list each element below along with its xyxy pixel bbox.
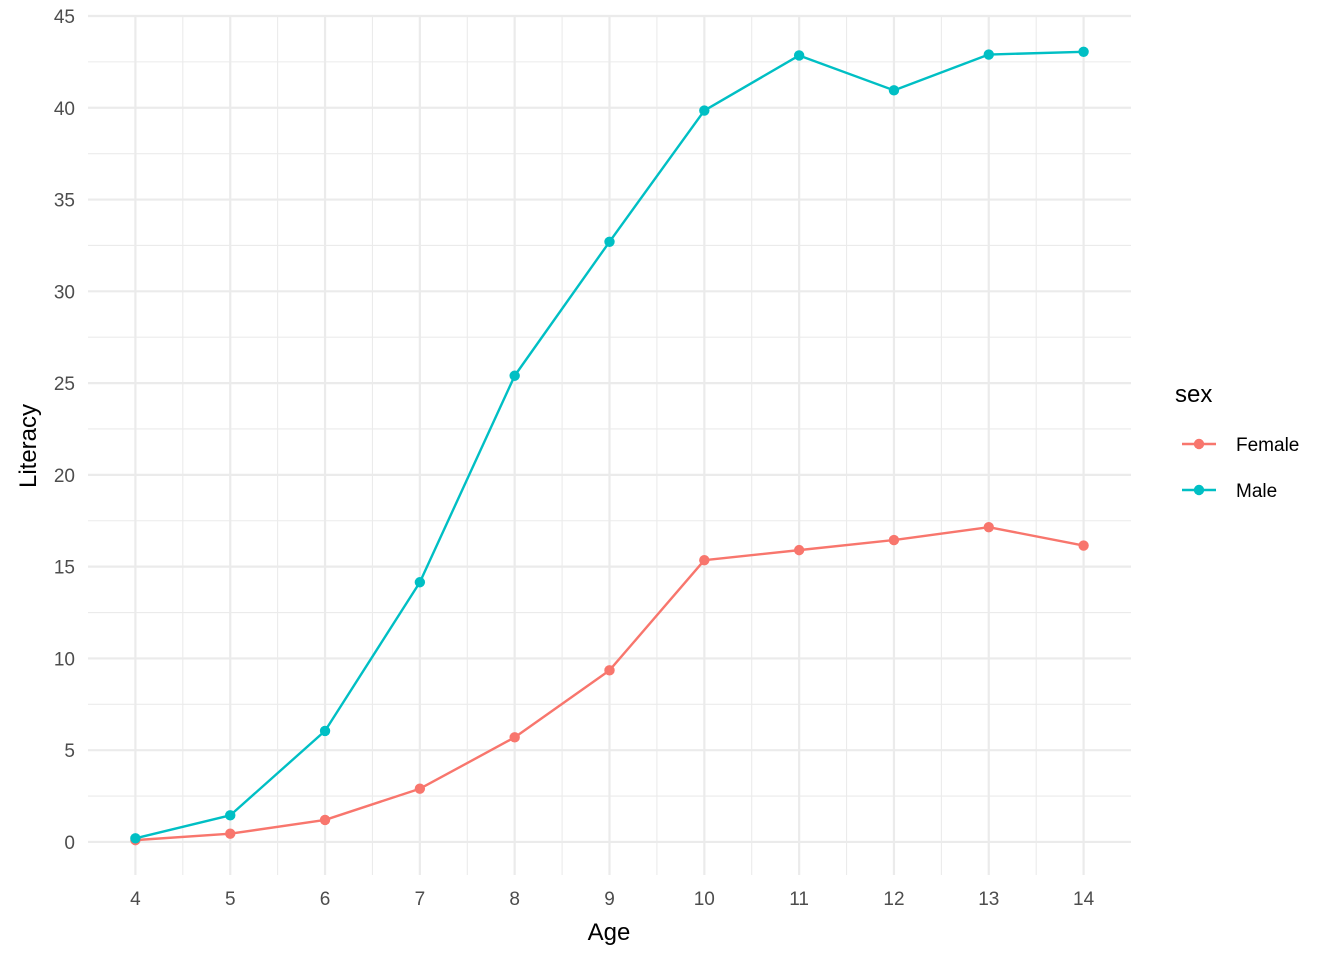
legend-item-male: Male <box>1182 481 1277 502</box>
data-point-male <box>130 833 141 844</box>
legend-label: Male <box>1236 481 1277 502</box>
y-tick-label: 5 <box>64 741 75 762</box>
data-point-female <box>319 814 331 826</box>
y-axis-title: Literacy <box>15 404 42 488</box>
data-point-female <box>888 534 900 546</box>
y-tick-label: 15 <box>54 558 75 579</box>
x-tick-label: 7 <box>415 889 426 910</box>
data-point-male <box>983 49 994 60</box>
x-tick-label: 10 <box>694 889 715 910</box>
data-point-male <box>414 577 426 588</box>
data-point-female <box>225 828 236 839</box>
x-tick-label: 8 <box>509 889 520 910</box>
data-point-male <box>604 236 615 247</box>
x-tick-label: 12 <box>883 889 904 910</box>
x-tick-label: 4 <box>130 889 141 910</box>
x-tick-label: 5 <box>225 889 236 910</box>
legend-item-female: Female <box>1182 435 1299 456</box>
y-tick-label: 25 <box>54 374 75 395</box>
data-point-male <box>888 85 900 96</box>
data-point-male <box>509 370 520 381</box>
data-point-female <box>509 732 520 743</box>
x-tick-label: 13 <box>978 889 999 910</box>
data-point-female <box>604 665 615 676</box>
data-point-female <box>983 521 994 533</box>
series-layer <box>130 46 1089 846</box>
x-tick-label: 14 <box>1073 889 1095 910</box>
y-tick-label: 40 <box>54 99 75 120</box>
y-tick-label: 30 <box>54 282 75 303</box>
data-point-male <box>699 105 710 116</box>
data-point-female <box>793 544 805 556</box>
y-tick-label: 10 <box>54 649 75 670</box>
y-tick-label: 0 <box>64 833 75 854</box>
legend-key-point <box>1193 438 1205 450</box>
data-point-female <box>414 783 426 794</box>
y-axis-tick-labels: 0 5 10 15 20 25 30 35 40 45 <box>54 7 75 854</box>
y-tick-label: 45 <box>54 7 75 28</box>
legend-items: Female Male <box>1182 435 1299 502</box>
legend-label: Female <box>1236 435 1299 456</box>
data-point-male <box>225 810 236 821</box>
y-tick-label: 35 <box>54 191 75 212</box>
x-tick-label: 9 <box>604 889 615 910</box>
x-tick-label: 11 <box>789 889 809 910</box>
x-axis-title: Age <box>588 919 631 946</box>
data-point-male <box>1078 46 1089 57</box>
legend-key-point <box>1193 484 1205 496</box>
x-tick-label: 6 <box>320 889 331 910</box>
data-point-male <box>319 725 331 737</box>
data-point-female <box>699 555 710 566</box>
data-point-male <box>793 50 805 61</box>
major-gridlines <box>88 14 1131 875</box>
legend-title: sex <box>1175 381 1212 408</box>
series-male <box>130 46 1089 844</box>
data-point-female <box>1078 540 1089 551</box>
legend: sex Female Male <box>1175 381 1299 502</box>
y-tick-label: 20 <box>54 466 75 487</box>
x-axis-tick-labels: 4 5 6 7 8 9 10 11 12 13 14 <box>130 889 1094 910</box>
